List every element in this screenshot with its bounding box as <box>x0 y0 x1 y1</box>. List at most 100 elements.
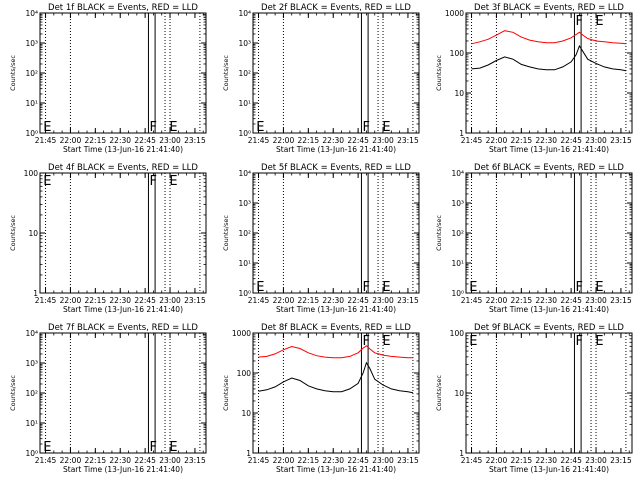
x-axis-label: Start Time (13-Jun-16 21:41:40) <box>63 145 183 154</box>
panel-title: Det 1f BLACK = Events, RED = LLD <box>48 3 198 13</box>
plot-frame <box>39 12 207 134</box>
segment-marker-e: E <box>256 280 264 295</box>
y-tick-label: 10¹ <box>451 259 464 268</box>
segment-marker-e: E <box>169 120 177 135</box>
y-tick-label: 10⁰ <box>451 289 464 298</box>
x-tick-label: 23:15 <box>610 296 632 305</box>
y-tick-label: 10² <box>238 69 251 78</box>
y-tick-label: 100 <box>450 49 465 58</box>
x-tick-label: 21:45 <box>248 296 270 305</box>
panel-title: Det 7f BLACK = Events, RED = LLD <box>48 323 198 333</box>
y-tick-label: 10³ <box>238 199 251 208</box>
plot-frame <box>465 332 633 454</box>
segment-marker-e: E <box>595 280 603 295</box>
plot-frame <box>39 332 207 454</box>
segment-marker-e: E <box>169 440 177 455</box>
segment-marker-e: E <box>382 334 390 349</box>
segment-marker-e: E <box>256 120 264 135</box>
series-line <box>258 345 413 359</box>
x-tick-label: 22:30 <box>322 296 344 305</box>
x-tick-label: 22:15 <box>298 296 320 305</box>
x-tick-label: 21:45 <box>461 296 483 305</box>
detector-panel: Det 4f BLACK = Events, RED = LLD 1 10 100 21… <box>9 163 207 314</box>
x-tick-label: 23:00 <box>585 456 607 465</box>
x-tick-label: 22:45 <box>347 456 369 465</box>
x-tick-label: 22:45 <box>347 296 369 305</box>
y-tick-label: 100 <box>450 329 465 338</box>
segment-marker-e: E <box>382 120 390 135</box>
y-tick-label: 10⁴ <box>451 169 464 178</box>
y-axis-label: Counts/sec <box>222 55 230 91</box>
segment-marker-f: F <box>149 440 156 455</box>
segment-marker-e: E <box>169 174 177 189</box>
x-tick-label: 22:45 <box>134 136 156 145</box>
y-tick-label: 10⁴ <box>238 9 251 18</box>
x-tick-label: 22:15 <box>511 456 533 465</box>
x-tick-label: 23:00 <box>585 136 607 145</box>
y-tick-label: 1 <box>459 449 464 458</box>
y-axis-label: Counts/sec <box>435 375 443 411</box>
x-tick-label: 22:30 <box>535 296 557 305</box>
x-tick-label: 23:00 <box>585 296 607 305</box>
y-axis-label: Counts/sec <box>9 375 17 411</box>
segment-marker-f: F <box>149 120 156 135</box>
y-tick-label: 10² <box>451 229 464 238</box>
x-tick-label: 23:15 <box>397 456 419 465</box>
detector-panel: Det 1f BLACK = Events, RED = LLD 10⁰ 10¹ 10… <box>9 3 207 154</box>
y-tick-label: 10⁰ <box>25 129 38 138</box>
x-tick-label: 23:15 <box>184 296 206 305</box>
x-tick-label: 22:45 <box>560 456 582 465</box>
y-tick-label: 10 <box>28 229 38 238</box>
segment-marker-e: E <box>595 334 603 349</box>
panel-title: Det 8f BLACK = Events, RED = LLD <box>261 323 411 333</box>
x-tick-label: 23:00 <box>372 136 394 145</box>
x-tick-label: 22:00 <box>60 456 82 465</box>
x-tick-label: 22:45 <box>560 136 582 145</box>
segment-marker-e: E <box>382 280 390 295</box>
y-axis-label: Counts/sec <box>9 215 17 251</box>
x-tick-label: 22:00 <box>60 136 82 145</box>
y-axis-label: Counts/sec <box>435 55 443 91</box>
x-tick-label: 22:15 <box>511 136 533 145</box>
panel-title: Det 9f BLACK = Events, RED = LLD <box>474 323 624 333</box>
detector-panel: Det 7f BLACK = Events, RED = LLD 10⁰ 10¹ 10… <box>9 323 207 474</box>
x-tick-label: 21:45 <box>461 456 483 465</box>
y-tick-label: 10² <box>25 69 38 78</box>
y-tick-label: 10 <box>454 89 464 98</box>
x-tick-label: 21:45 <box>248 456 270 465</box>
x-tick-label: 22:00 <box>486 456 508 465</box>
x-tick-label: 22:15 <box>298 456 320 465</box>
y-axis-label: Counts/sec <box>9 55 17 91</box>
panel-title: Det 3f BLACK = Events, RED = LLD <box>474 3 624 13</box>
x-tick-label: 22:30 <box>322 456 344 465</box>
y-tick-label: 1 <box>33 289 38 298</box>
x-axis-label: Start Time (13-Jun-16 21:41:40) <box>63 305 183 314</box>
segment-marker-e: E <box>469 280 477 295</box>
y-axis-label: Counts/sec <box>222 375 230 411</box>
segment-marker-f: F <box>362 334 369 349</box>
detector-panel: Det 6f BLACK = Events, RED = LLD 10⁰ 10¹ 10… <box>435 163 633 314</box>
panel-title: Det 5f BLACK = Events, RED = LLD <box>261 163 411 173</box>
x-tick-label: 21:45 <box>35 136 57 145</box>
y-tick-label: 10 <box>241 409 251 418</box>
x-tick-label: 22:15 <box>85 456 107 465</box>
x-tick-label: 22:30 <box>109 296 131 305</box>
segment-marker-e: E <box>469 334 477 349</box>
y-tick-label: 10² <box>25 389 38 398</box>
y-tick-label: 10⁰ <box>25 449 38 458</box>
x-tick-label: 23:15 <box>184 456 206 465</box>
x-tick-label: 22:00 <box>486 136 508 145</box>
series-line <box>471 30 626 45</box>
x-tick-label: 22:15 <box>298 136 320 145</box>
panel-title: Det 2f BLACK = Events, RED = LLD <box>261 3 411 13</box>
detector-panel: Det 2f BLACK = Events, RED = LLD 10⁰ 10¹ 10… <box>222 3 420 154</box>
detector-panel: Det 8f BLACK = Events, RED = LLD 1 10 100 10… <box>222 323 420 474</box>
x-axis-label: Start Time (13-Jun-16 21:41:40) <box>276 145 396 154</box>
plot-frame <box>465 12 633 134</box>
x-tick-label: 23:15 <box>397 136 419 145</box>
x-tick-label: 22:30 <box>109 456 131 465</box>
x-tick-label: 22:45 <box>134 296 156 305</box>
y-tick-label: 10¹ <box>25 419 38 428</box>
